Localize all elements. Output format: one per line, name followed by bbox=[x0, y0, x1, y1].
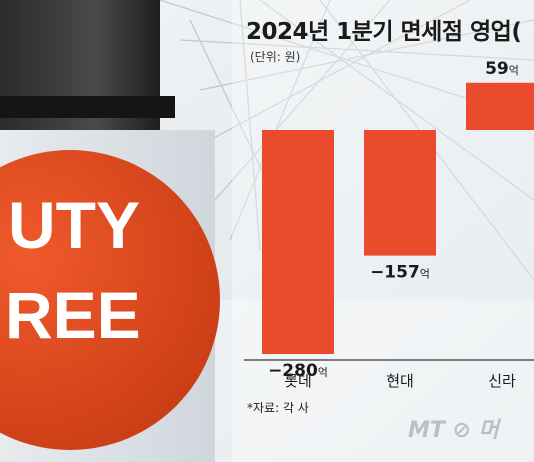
bar-3 bbox=[466, 82, 534, 130]
watermark: MT ⊘ 머 bbox=[408, 418, 499, 443]
chart-title: 2024년 1분기 면세점 영업( bbox=[246, 19, 522, 45]
labels-group: −280억 −157억 59억 bbox=[268, 59, 519, 381]
floor-glare bbox=[200, 300, 534, 462]
bar-2 bbox=[364, 130, 436, 256]
sign-text-line2: REE bbox=[5, 278, 141, 352]
unit-note: (단위: 원) bbox=[250, 50, 301, 64]
sign-text-line1: UTY bbox=[8, 188, 140, 262]
sign-circle bbox=[0, 150, 220, 450]
category-label-2: 현대 bbox=[386, 372, 414, 390]
category-labels-group: 롯데 현대 신라 bbox=[284, 372, 516, 390]
bar-1 bbox=[262, 130, 334, 354]
value-label-1: −280억 bbox=[268, 361, 328, 381]
category-label-1: 롯데 bbox=[284, 372, 312, 390]
value-label-3: 59억 bbox=[485, 59, 519, 79]
pillar-band bbox=[0, 96, 175, 118]
source-note: *자료: 각 사 bbox=[247, 401, 309, 415]
ceiling-structure bbox=[159, 0, 534, 281]
value-label-2: −157억 bbox=[370, 263, 430, 283]
bars-group bbox=[262, 82, 534, 354]
category-label-3: 신라 bbox=[488, 372, 516, 390]
